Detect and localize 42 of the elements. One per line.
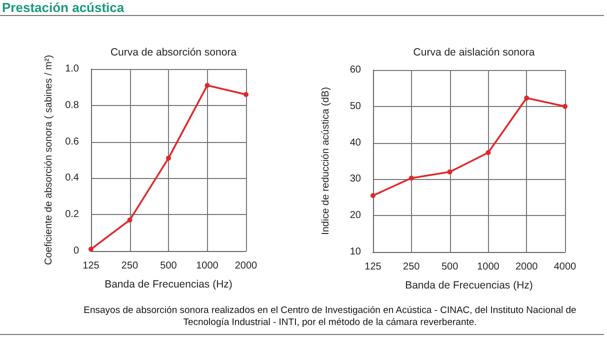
point <box>486 150 491 156</box>
point <box>562 104 568 109</box>
y-tick-label: 10 <box>350 246 362 258</box>
chart-title: Curva de absorción sonora <box>110 46 237 58</box>
point <box>88 246 94 252</box>
point <box>127 218 132 223</box>
y-tick-label: 0 <box>73 246 80 256</box>
x-axis-title: Banda de Frecuencias (Hz) <box>104 278 232 290</box>
x-tick-label: 2000 <box>234 260 258 272</box>
point <box>370 193 376 198</box>
x-tick-label: 1000 <box>477 262 500 272</box>
x-axis-title: Banda de Frecuencias (Hz) <box>405 280 533 292</box>
x-tick-label: 125 <box>82 260 100 272</box>
x-tick-label: 250 <box>121 260 139 272</box>
chart-title: Curva de aislación sonora <box>413 46 535 58</box>
x-tick-label: 500 <box>441 262 459 272</box>
y-tick-label: 0.8 <box>65 100 80 111</box>
text: Prestación acústica <box>2 0 124 15</box>
x-tick-label: 250 <box>403 262 420 272</box>
point <box>204 82 210 88</box>
point <box>524 96 530 101</box>
y-tick-label: 50 <box>350 100 362 112</box>
y-tick-label: 0.4 <box>65 172 80 184</box>
point <box>244 92 248 97</box>
x-tick-label: 125 <box>364 262 382 272</box>
x-tick-label: 2000 <box>515 262 538 272</box>
x-tick-label: 4000 <box>554 262 577 272</box>
y-tick-label: 1.0 <box>65 64 80 74</box>
y-tick-label: 60 <box>350 64 362 76</box>
y-axis-title: Coeficiente de absorción sonora ( sabines / m²) <box>44 54 55 266</box>
y-tick-label: 0.2 <box>65 209 80 220</box>
point <box>408 176 414 181</box>
x-tick-label: 1000 <box>196 260 219 272</box>
y-tick-label: 0.6 <box>65 136 80 148</box>
y-axis-title: Indice de reducción acústica (dB) <box>320 87 332 235</box>
y-tick-label: 20 <box>350 210 362 222</box>
y-tick-label: 30 <box>350 174 362 185</box>
point <box>166 156 171 161</box>
point <box>447 169 452 174</box>
text: Ensayos de absorción sonora realizados en el Centro de Investigación en Acústica - CINAC, del Instituto Nacional de Tecnología Industrial - INTI, por el método de la cámara reverberante. <box>84 305 576 328</box>
y-tick-label: 40 <box>350 137 362 148</box>
x-tick-label: 500 <box>160 260 178 272</box>
